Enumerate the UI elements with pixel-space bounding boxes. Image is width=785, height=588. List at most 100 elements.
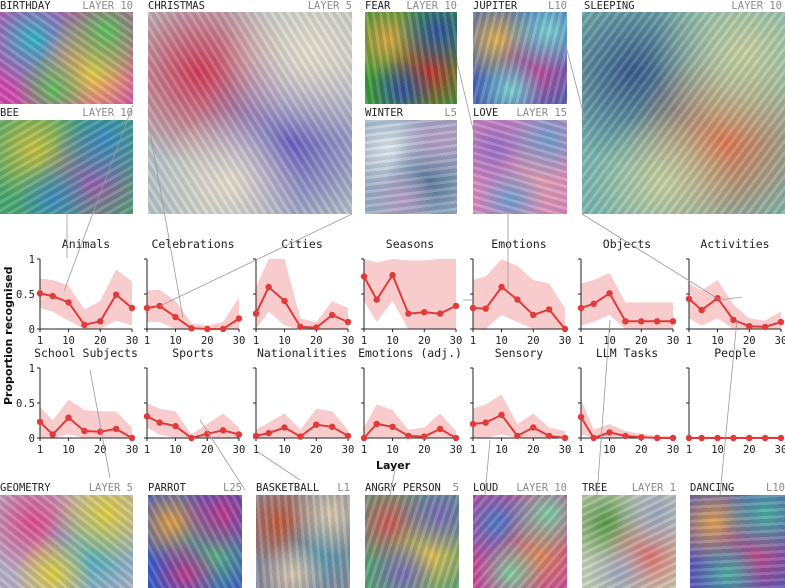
- x-axis-label: Layer: [376, 459, 411, 472]
- angry-layer-label: 5: [452, 482, 459, 494]
- angry-label: ANGRY PERSON: [365, 482, 441, 494]
- winter-layer-label: L5: [444, 107, 457, 119]
- data-point: [577, 304, 585, 312]
- data-point: [143, 304, 151, 312]
- panel-people: 1 10 20 30: [685, 367, 785, 456]
- x-tick-label: 1: [470, 444, 476, 456]
- data-point: [685, 295, 693, 303]
- christmas-image: [148, 12, 352, 214]
- winter-label: WINTER: [365, 107, 403, 119]
- data-point: [360, 273, 368, 280]
- data-point: [669, 318, 677, 325]
- data-point: [219, 427, 227, 434]
- data-point: [561, 434, 569, 442]
- x-tick-label: 20: [527, 335, 540, 347]
- data-point: [281, 297, 288, 305]
- data-point: [81, 321, 88, 328]
- data-point: [436, 310, 444, 317]
- panel-school-subjects: 0 0.5 1 1 10 20 30: [16, 363, 138, 456]
- fear-layer-label: LAYER 10: [406, 0, 457, 12]
- confidence-band: [581, 399, 673, 438]
- data-point: [530, 311, 537, 319]
- data-point: [389, 423, 396, 430]
- data-point: [698, 434, 705, 442]
- x-tick-label: 1: [253, 444, 259, 456]
- jupiter-image: [473, 12, 567, 104]
- x-tick-label: 1: [144, 444, 150, 456]
- data-point: [328, 311, 336, 319]
- fear-label: FEAR: [365, 0, 391, 12]
- x-tick-label: 20: [743, 335, 756, 347]
- data-point: [561, 325, 569, 333]
- panel-title: Sports: [172, 346, 214, 360]
- panel-title: LLM Tasks: [595, 346, 659, 360]
- data-point: [469, 420, 477, 428]
- x-tick-label: 20: [418, 335, 431, 347]
- axis-lines: [688, 368, 781, 439]
- data-point: [265, 283, 272, 291]
- loud-layer-label: LAYER 10: [516, 482, 567, 494]
- x-tick-label: 10: [278, 335, 291, 347]
- x-tick-label: 20: [635, 444, 648, 456]
- x-tick-label: 30: [233, 335, 246, 347]
- panel-title: Sensory: [494, 346, 544, 360]
- panel-animals: 0 0.5 1 1 10 20 30: [16, 254, 139, 347]
- data-point: [235, 315, 243, 322]
- x-tick-label: 30: [450, 444, 463, 456]
- data-point: [49, 431, 56, 438]
- confidence-band: [256, 259, 348, 329]
- data-point: [606, 429, 613, 436]
- x-tick-label: 20: [743, 444, 756, 456]
- data-point: [730, 316, 737, 324]
- data-point: [297, 433, 304, 440]
- x-tick-label: 20: [94, 444, 107, 456]
- jupiter-layer-label: L10: [548, 0, 567, 12]
- bee-label: BEE: [0, 107, 19, 119]
- panel-emotions: 1 10 20 30: [469, 258, 571, 347]
- x-tick-label: 30: [775, 335, 785, 347]
- panel-title: Emotions (adj.): [358, 346, 462, 360]
- x-tick-label: 20: [310, 444, 323, 456]
- data-point: [514, 432, 521, 440]
- x-tick-label: 1: [37, 444, 43, 456]
- data-point: [204, 430, 211, 437]
- geometry-layer-label: LAYER 5: [88, 482, 133, 494]
- data-point: [469, 304, 477, 312]
- x-tick-label: 30: [126, 335, 139, 347]
- sleeping-image: [582, 12, 785, 214]
- loud-image: [473, 495, 567, 588]
- confidence-band: [147, 289, 239, 329]
- data-point: [730, 434, 737, 442]
- panel-title: School Subjects: [34, 346, 138, 360]
- data-point: [405, 310, 412, 317]
- x-tick-label: 1: [578, 444, 584, 456]
- x-tick-label: 1: [578, 335, 584, 347]
- jupiter-label: JUPITER: [473, 0, 518, 12]
- x-tick-label: 30: [342, 444, 355, 456]
- x-tick-label: 10: [603, 444, 616, 456]
- bee-image: [0, 120, 133, 214]
- data-point: [638, 434, 645, 441]
- data-point: [81, 427, 88, 435]
- panel-emotions-adj: 1 10 20 30: [360, 367, 463, 456]
- data-point: [761, 323, 769, 331]
- tree-label: TREE: [582, 482, 608, 494]
- data-point: [498, 411, 505, 419]
- data-point: [577, 413, 585, 421]
- data-point: [49, 292, 56, 300]
- panel-title: Seasons: [385, 237, 435, 251]
- x-tick-label: 30: [559, 444, 572, 456]
- data-point: [669, 434, 677, 442]
- bee-layer-label: LAYER 10: [82, 107, 133, 119]
- confidence-band: [364, 404, 456, 438]
- birthday-image: [0, 12, 133, 104]
- x-tick-label: 1: [144, 335, 150, 347]
- data-point: [128, 304, 136, 312]
- x-tick-label: 1: [361, 444, 367, 456]
- love-layer-label: LAYER 15: [516, 107, 567, 119]
- data-point: [297, 323, 304, 331]
- y-tick-label: 0: [29, 433, 35, 445]
- data-point: [65, 414, 72, 421]
- data-point: [714, 295, 721, 302]
- x-tick-label: 10: [386, 335, 399, 347]
